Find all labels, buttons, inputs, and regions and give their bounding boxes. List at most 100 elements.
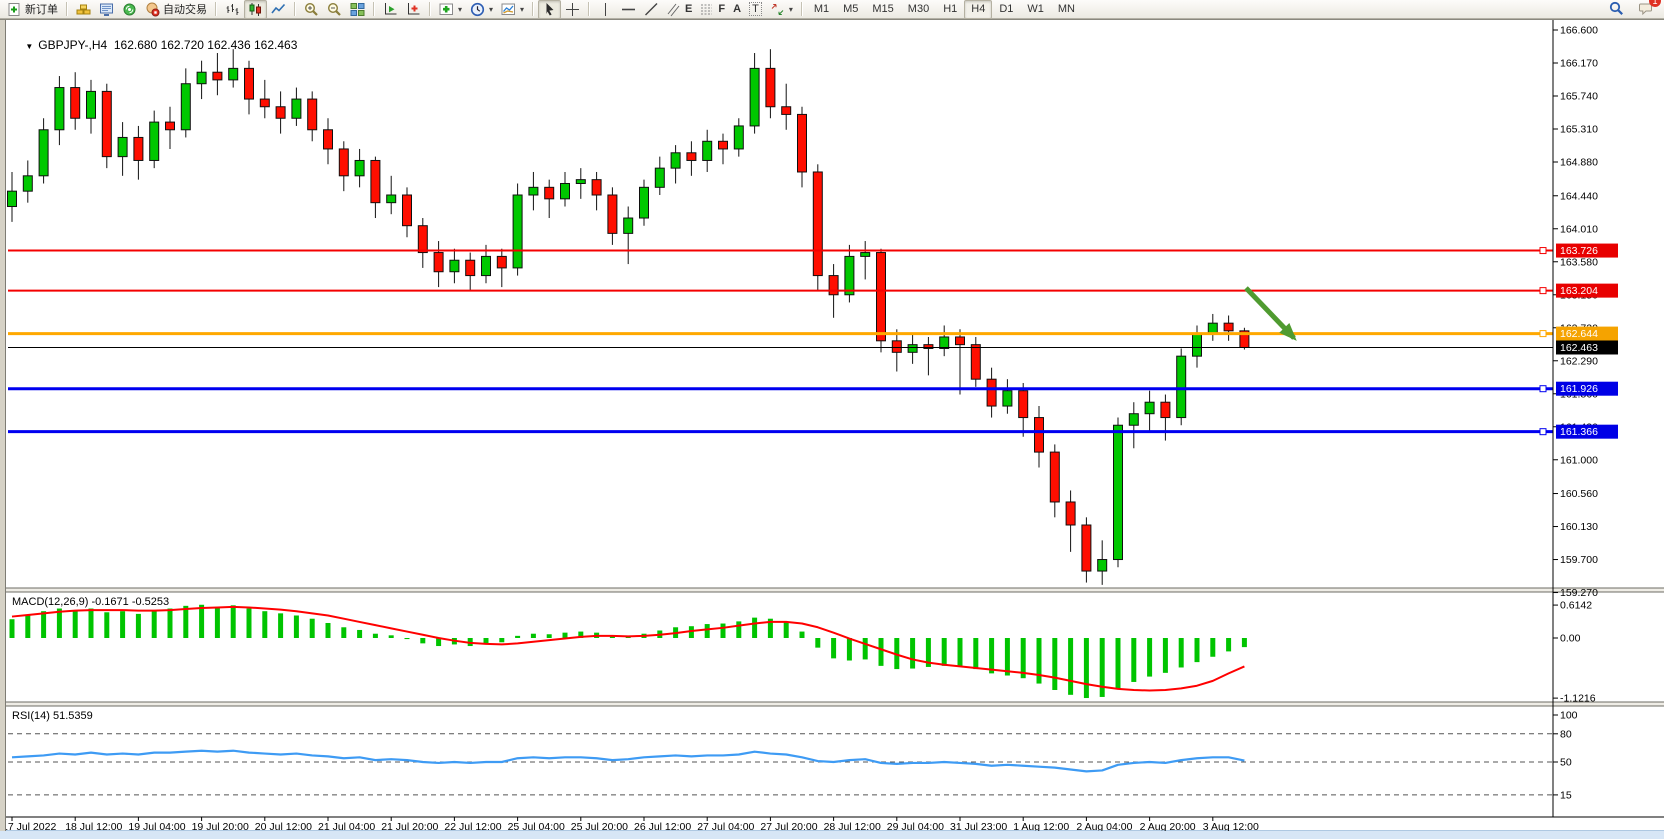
macd-bar xyxy=(720,623,726,638)
gold-bars-icon xyxy=(76,2,91,17)
panel-separator[interactable] xyxy=(0,702,1664,706)
autotrading-button[interactable]: 自动交易 xyxy=(141,0,211,19)
horizontal-line-button[interactable] xyxy=(617,0,640,19)
macd-tick-label: 0.00 xyxy=(1560,633,1581,645)
candle-body xyxy=(1002,390,1013,407)
chevron-down-icon[interactable] xyxy=(25,42,33,51)
line-icon xyxy=(271,2,286,17)
equidistant-channel-button[interactable]: E xyxy=(663,0,696,19)
timeframe-m1-button[interactable]: M1 xyxy=(813,3,830,15)
tile-windows-button[interactable] xyxy=(346,0,369,19)
candle-body xyxy=(386,194,397,204)
crosshair-button[interactable] xyxy=(561,0,584,19)
trend-arrow-head[interactable] xyxy=(1279,323,1297,341)
bar-chart-button[interactable] xyxy=(221,0,244,19)
text-button[interactable]: A xyxy=(729,0,745,19)
hline-anchor-marker[interactable] xyxy=(1539,247,1547,255)
date-label: 2 Aug 04:00 xyxy=(1076,821,1132,831)
zoom-in-button[interactable] xyxy=(300,0,323,19)
candle-body xyxy=(291,98,302,119)
hline-anchor-marker[interactable] xyxy=(1539,287,1547,295)
candle-body xyxy=(607,194,618,234)
candle-body xyxy=(939,336,950,349)
timeframe-h1-button[interactable]: H1 xyxy=(943,3,958,15)
candle-body xyxy=(718,140,728,150)
indicator-add-icon xyxy=(439,2,454,17)
timeframe-d1-button[interactable]: D1 xyxy=(999,3,1014,15)
window-left-gutter xyxy=(0,20,6,831)
data-window-button[interactable] xyxy=(95,0,118,19)
new-order-button[interactable]: 新订单 xyxy=(3,0,62,19)
date-label: 25 Jul 20:00 xyxy=(571,821,628,831)
date-label: 19 Jul 20:00 xyxy=(192,821,249,831)
tile-icon xyxy=(350,2,365,17)
periods-button[interactable] xyxy=(466,0,497,19)
chart-canvas[interactable]: 166.600 166.170 165.740 165.310 164.880 164.4… xyxy=(0,20,1664,831)
macd-bar xyxy=(72,610,78,638)
candle-body xyxy=(923,344,934,349)
autotrading-icon xyxy=(145,2,160,17)
date-label: 18 Jul 12:00 xyxy=(65,821,122,831)
macd-bar xyxy=(1194,638,1200,663)
taskbar-strip xyxy=(0,830,1664,839)
date-label: 21 Jul 20:00 xyxy=(381,821,438,831)
candlestick-chart-button[interactable] xyxy=(244,0,267,19)
candle-body xyxy=(449,259,460,273)
candle-body xyxy=(1049,451,1060,503)
candle-body xyxy=(22,175,33,192)
data-window-icon xyxy=(99,2,114,17)
candle-body xyxy=(702,140,713,161)
toolbar-separator xyxy=(588,2,591,16)
timeframe-m30-button[interactable]: M30 xyxy=(907,3,930,15)
line-chart-button[interactable] xyxy=(267,0,290,19)
macd-bar xyxy=(1020,638,1026,679)
price-badge xyxy=(1556,424,1618,439)
zoom-in-icon xyxy=(304,2,319,17)
indicators-button[interactable] xyxy=(435,0,466,19)
hline-anchor-marker[interactable] xyxy=(1539,330,1547,338)
candle-body xyxy=(370,159,381,204)
templates-button[interactable] xyxy=(497,0,528,19)
date-label: 17 Jul 2022 xyxy=(2,821,56,831)
zoom-out-button[interactable] xyxy=(323,0,346,19)
rsi-tick-label: 100 xyxy=(1560,710,1578,722)
crosshair-icon xyxy=(565,2,580,17)
date-label: 3 Aug 12:00 xyxy=(1203,821,1259,831)
arrows-button[interactable] xyxy=(766,0,797,19)
price-badge-label: 162.644 xyxy=(1560,328,1598,340)
text-label-button[interactable]: T xyxy=(745,0,766,19)
macd-bar xyxy=(862,638,868,660)
toolbar-separator xyxy=(294,2,296,16)
date-label: 19 Jul 04:00 xyxy=(128,821,185,831)
auto-scroll-button[interactable] xyxy=(379,0,402,19)
candle-body xyxy=(955,336,965,346)
timeframe-mn-button[interactable]: MN xyxy=(1057,3,1075,15)
macd-bar xyxy=(262,611,268,638)
candle-body xyxy=(639,186,649,219)
cursor-button[interactable] xyxy=(538,0,562,19)
candle-body xyxy=(575,179,586,184)
rsi-tick-label: 50 xyxy=(1560,757,1572,769)
trendline-button[interactable] xyxy=(640,0,663,19)
navigator-button[interactable] xyxy=(118,0,141,19)
candle-body xyxy=(1128,413,1139,426)
vertical-line-button[interactable] xyxy=(594,0,617,19)
macd-bar xyxy=(941,638,947,666)
timeframe-m15-button[interactable]: M15 xyxy=(872,3,894,15)
search-button[interactable] xyxy=(1605,0,1628,18)
symbol-header: GBPJPY-,H4 162.680 162.720 162.436 162.4… xyxy=(12,24,297,66)
market-watch-button[interactable] xyxy=(72,0,95,19)
hline-anchor-marker[interactable] xyxy=(1539,428,1547,436)
candle-body xyxy=(907,344,918,353)
hline-anchor-marker[interactable] xyxy=(1539,385,1547,393)
chart-shift-icon xyxy=(406,2,421,17)
timeframe-w1-button[interactable]: W1 xyxy=(1027,3,1044,15)
timeframe-m5-button[interactable]: M5 xyxy=(843,3,859,15)
timeframe-h4-button[interactable]: H4 xyxy=(964,0,993,19)
fibonacci-button[interactable]: F xyxy=(696,0,729,19)
panel-separator[interactable] xyxy=(0,588,1664,592)
price-badge xyxy=(1556,283,1618,298)
macd-tick-label: 0.6142 xyxy=(1560,600,1592,612)
macd-bar xyxy=(41,611,47,638)
chart-shift-button[interactable] xyxy=(402,0,425,19)
